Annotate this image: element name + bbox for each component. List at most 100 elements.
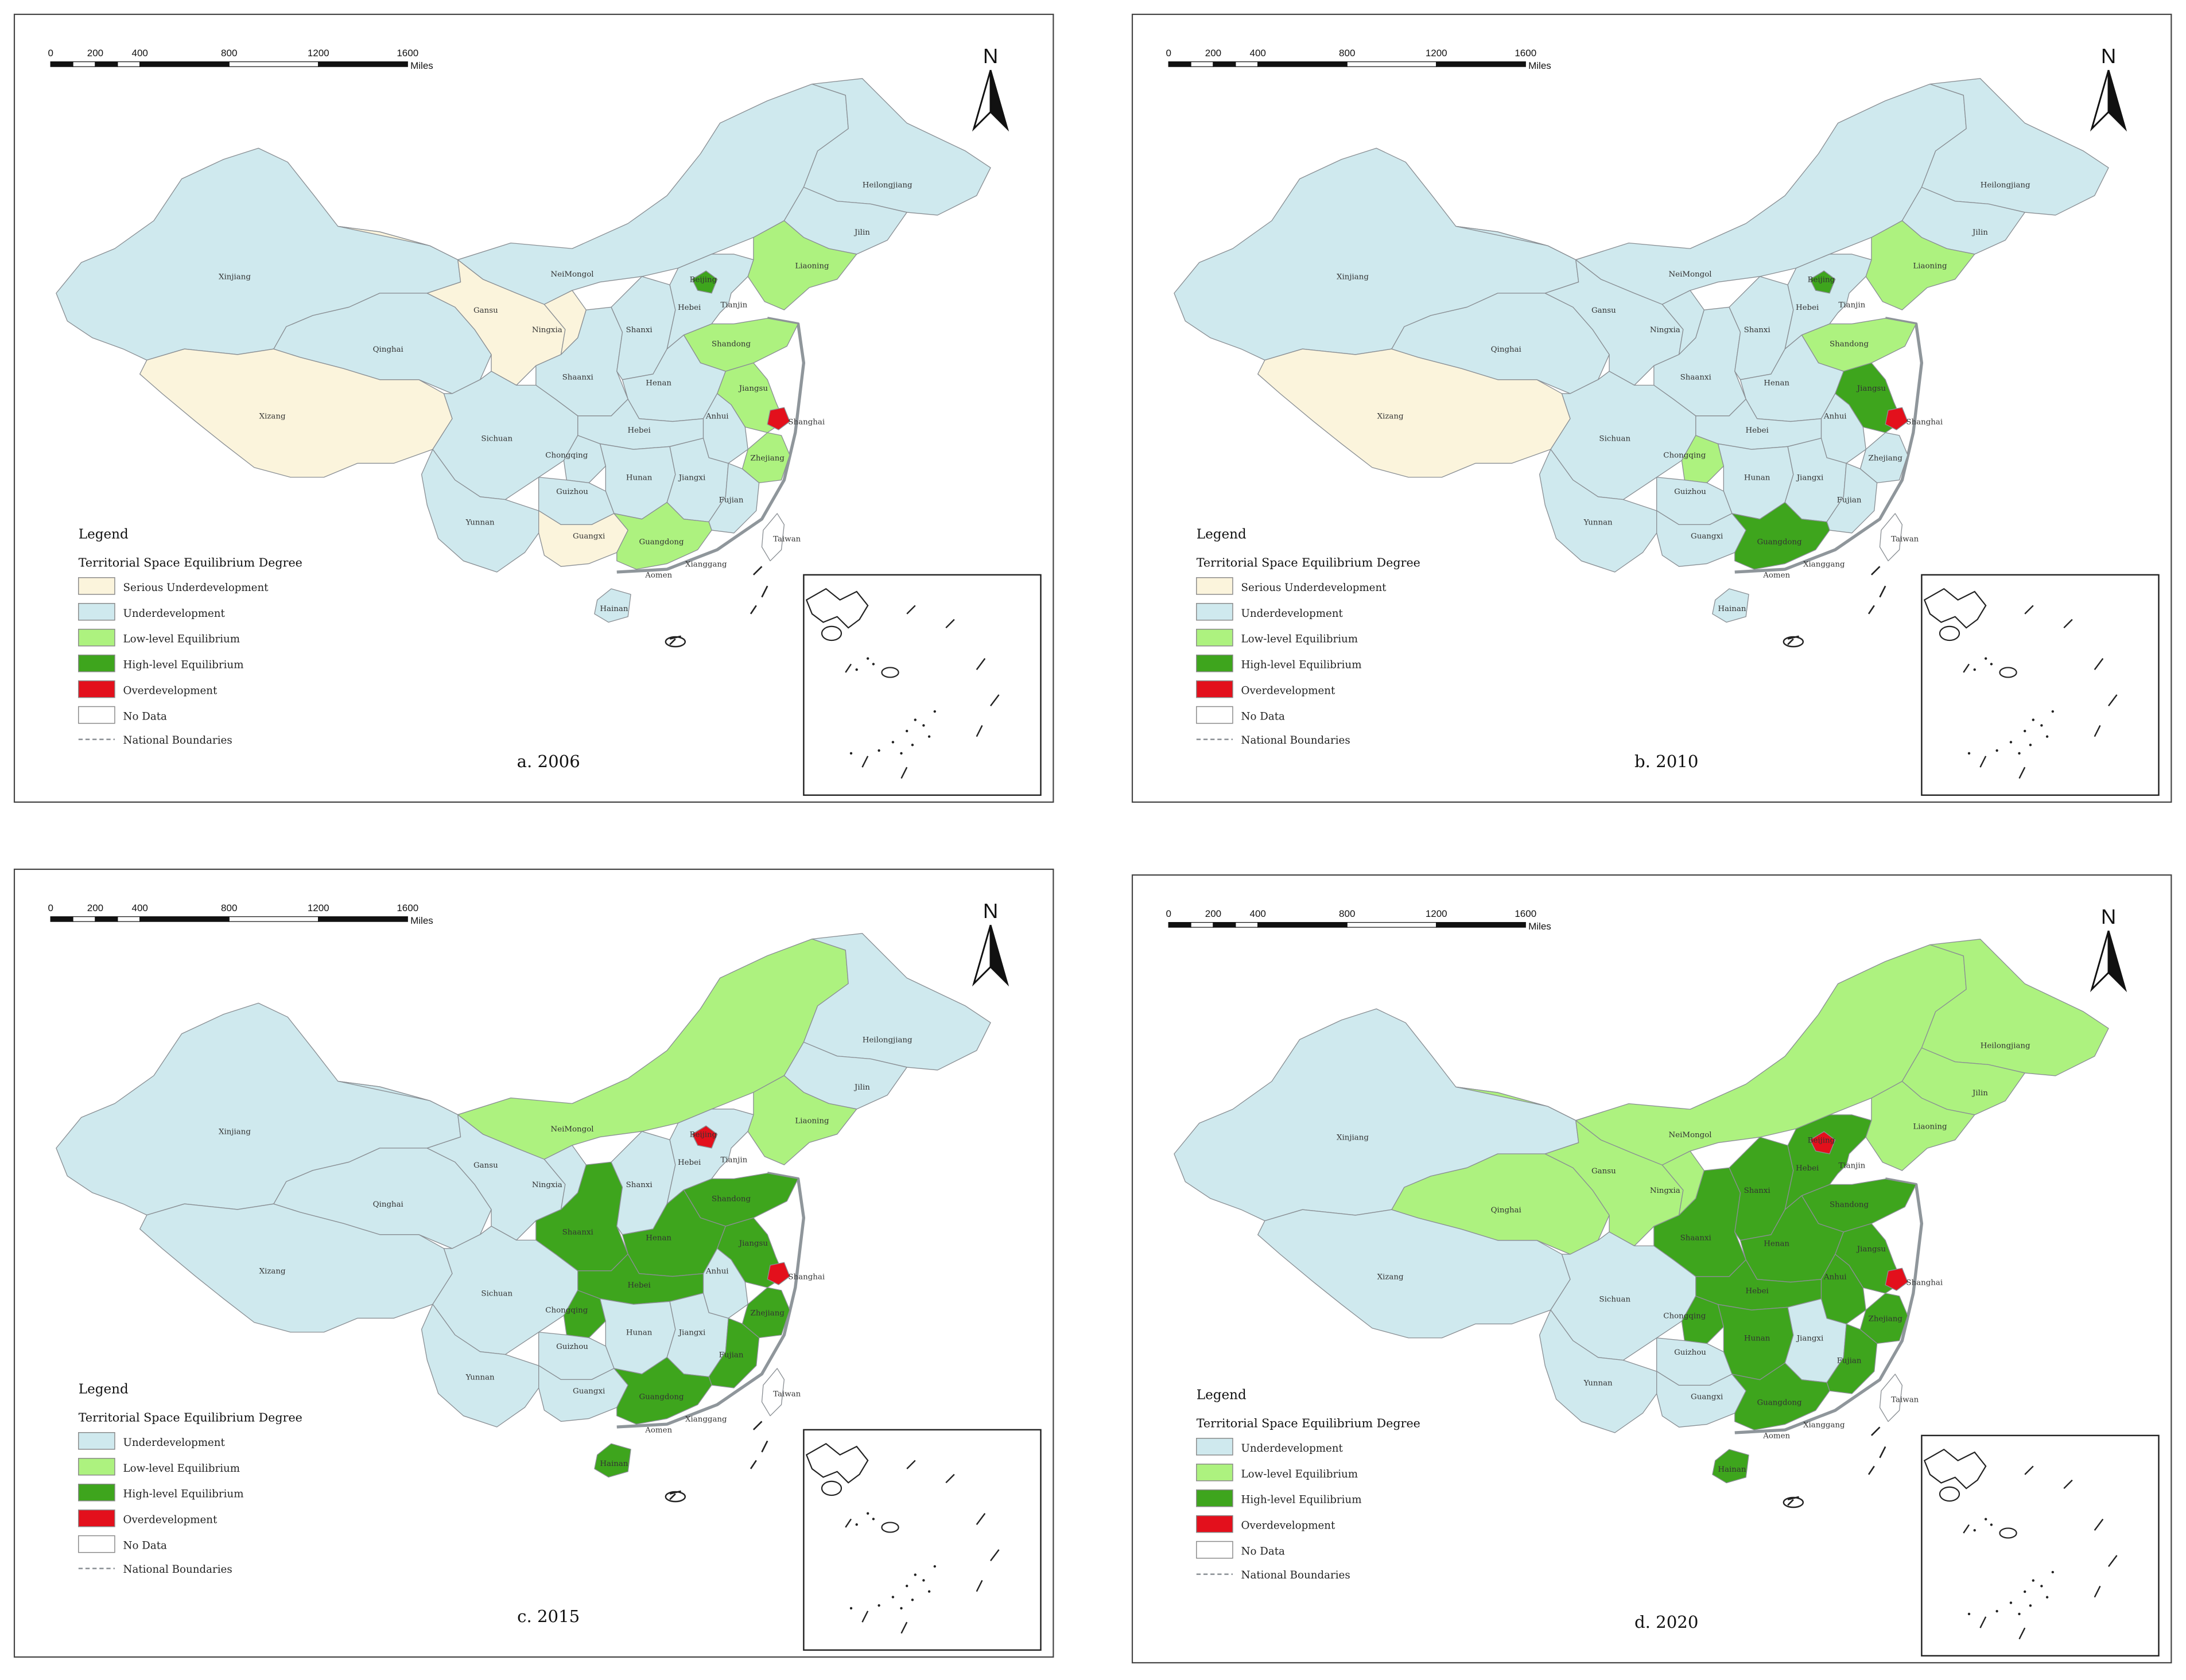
- label-yunnan: Yunnan: [1583, 1379, 1613, 1387]
- province-shanghai: [1885, 407, 1908, 430]
- legend: Legend Territorial Space Equilibrium Degr…: [1196, 1388, 1420, 1581]
- label-beijing: Beijing: [690, 276, 717, 285]
- scale-tick-label: 1600: [1515, 908, 1536, 919]
- label-liaoning: Liaoning: [1913, 1122, 1947, 1131]
- label-heilongjiang: Heilongjiang: [1981, 1041, 2030, 1050]
- label-jiangsu: Jiangsu: [738, 384, 768, 393]
- label-xianggang: Xianggang: [685, 1415, 727, 1424]
- legend-swatch-underdevelopment: [78, 602, 115, 621]
- panel-caption: a. 2006: [517, 752, 580, 771]
- label-neimongol: NeiMongol: [1668, 1131, 1711, 1140]
- label-heilongjiang: Heilongjiang: [863, 1036, 913, 1044]
- label-guangdong: Guangdong: [1757, 538, 1802, 546]
- label-shandong: Shandong: [1830, 1200, 1869, 1209]
- label-ningxia: Ningxia: [532, 326, 562, 335]
- legend-label-low-level-equilibrium: Low-level Equilibrium: [123, 1463, 240, 1475]
- province-shanghai: [767, 407, 790, 430]
- label-neimongol: NeiMongol: [1668, 270, 1711, 279]
- scale-tick-label: 800: [221, 903, 237, 913]
- label-anhui: Anhui: [705, 1267, 729, 1276]
- scale-tick-label: 1200: [1426, 908, 1447, 919]
- label-sichuan: Sichuan: [1599, 1296, 1630, 1304]
- label-taiwan: Taiwan: [773, 535, 801, 544]
- label-liaoning: Liaoning: [795, 262, 829, 270]
- scale-unit: Miles: [410, 915, 433, 926]
- scale-tick-label: 200: [1205, 908, 1221, 919]
- label-xizang: Xizang: [1377, 1273, 1404, 1282]
- label-jiangxi: Jiangxi: [1796, 474, 1824, 483]
- label-jilin: Jilin: [1971, 228, 1988, 237]
- label-tianjin: Tianjin: [1838, 1161, 1865, 1170]
- label-liaoning: Liaoning: [795, 1117, 829, 1125]
- legend-swatch-no-data: [78, 1535, 115, 1553]
- label-aomen: Aomen: [1762, 1432, 1790, 1441]
- legend: Legend Territorial Space Equilibrium Degr…: [1196, 527, 1420, 746]
- label-guizhou: Guizhou: [1674, 488, 1706, 496]
- label-hebei: Hebei: [1796, 1164, 1819, 1173]
- label-aomen: Aomen: [644, 571, 672, 580]
- panel-caption: c. 2015: [517, 1607, 580, 1626]
- label-zhejiang: Zhejiang: [751, 454, 785, 463]
- label-hubei: Hebei: [1745, 1287, 1768, 1296]
- label-shanghai: Shanghai: [1906, 1278, 1943, 1287]
- label-jilin: Jilin: [853, 228, 870, 237]
- inset-map: [803, 574, 1042, 796]
- north-arrow: N: [972, 899, 1009, 987]
- label-chongqing: Chongqing: [1663, 452, 1706, 460]
- legend-swatch-high-level-equilibrium: [78, 654, 115, 672]
- north-arrow: N: [2090, 44, 2127, 132]
- label-shaanxi: Shaanxi: [562, 1228, 593, 1237]
- legend: Legend Territorial Space Equilibrium Degr…: [78, 1382, 302, 1576]
- province-layer: [56, 78, 991, 623]
- label-xianggang: Xianggang: [685, 560, 727, 569]
- panel-caption: b. 2010: [1634, 752, 1698, 771]
- label-hebei: Hebei: [678, 304, 701, 312]
- label-beijing: Beijing: [1808, 276, 1835, 285]
- province-guangdong: [614, 501, 712, 570]
- legend-swatch-no-data: [1196, 1541, 1233, 1559]
- province-labels: Xinjiang Xizang Qinghai Gansu NeiMongol Ningx…: [219, 181, 913, 613]
- label-shandong: Shandong: [712, 340, 751, 348]
- label-yunnan: Yunnan: [465, 518, 495, 527]
- label-ningxia: Ningxia: [1650, 326, 1680, 335]
- label-jilin: Jilin: [1971, 1089, 1988, 1098]
- label-shaanxi: Shaanxi: [1680, 1234, 1711, 1243]
- north-label: N: [983, 899, 998, 923]
- label-shanxi: Shanxi: [626, 326, 653, 335]
- label-xizang: Xizang: [259, 1267, 286, 1276]
- label-aomen: Aomen: [644, 1426, 672, 1435]
- label-xinjiang: Xinjiang: [219, 1128, 251, 1137]
- label-gansu: Gansu: [473, 1161, 498, 1170]
- province-hainan: [594, 588, 631, 623]
- coastline: [616, 1172, 806, 1429]
- inset-map: [803, 1429, 1042, 1651]
- legend-swatch-overdevelopment: [1196, 680, 1233, 698]
- label-sichuan: Sichuan: [481, 435, 512, 444]
- legend-label-no-data: No Data: [1241, 711, 1285, 723]
- south-china-sea-dashes: [665, 1421, 768, 1503]
- province-layer: [56, 933, 991, 1478]
- label-yunnan: Yunnan: [1583, 518, 1613, 527]
- legend-label-low-level-equilibrium: Low-level Equilibrium: [1241, 633, 1358, 645]
- panel-caption: d. 2020: [1634, 1612, 1698, 1632]
- label-henan: Henan: [1764, 379, 1789, 387]
- scale-tick-label: 0: [1166, 48, 1171, 59]
- legend-label-no-data: No Data: [1241, 1546, 1285, 1558]
- label-tianjin: Tianjin: [720, 301, 747, 309]
- province-labels: Xinjiang Xizang Qinghai Gansu NeiMongol Ningx…: [1337, 181, 2030, 613]
- label-hebei: Hebei: [1796, 304, 1819, 312]
- legend-swatch-underdevelopment: [78, 1432, 115, 1450]
- legend-label-underdevelopment: Underdevelopment: [123, 608, 226, 620]
- label-shaanxi: Shaanxi: [562, 374, 593, 382]
- label-hainan: Hainan: [600, 1460, 628, 1468]
- legend-label-underdevelopment: Underdevelopment: [1241, 1442, 1344, 1455]
- label-shandong: Shandong: [712, 1195, 751, 1203]
- scale-tick-label: 0: [48, 48, 53, 59]
- label-heilongjiang: Heilongjiang: [1981, 181, 2030, 189]
- label-beijing: Beijing: [1808, 1137, 1835, 1145]
- label-hubei: Hebei: [627, 426, 650, 435]
- scale-bar: 0 200 400 800 1200 1600 Miles: [48, 903, 433, 926]
- label-sichuan: Sichuan: [1599, 435, 1630, 444]
- label-shanxi: Shanxi: [626, 1181, 653, 1189]
